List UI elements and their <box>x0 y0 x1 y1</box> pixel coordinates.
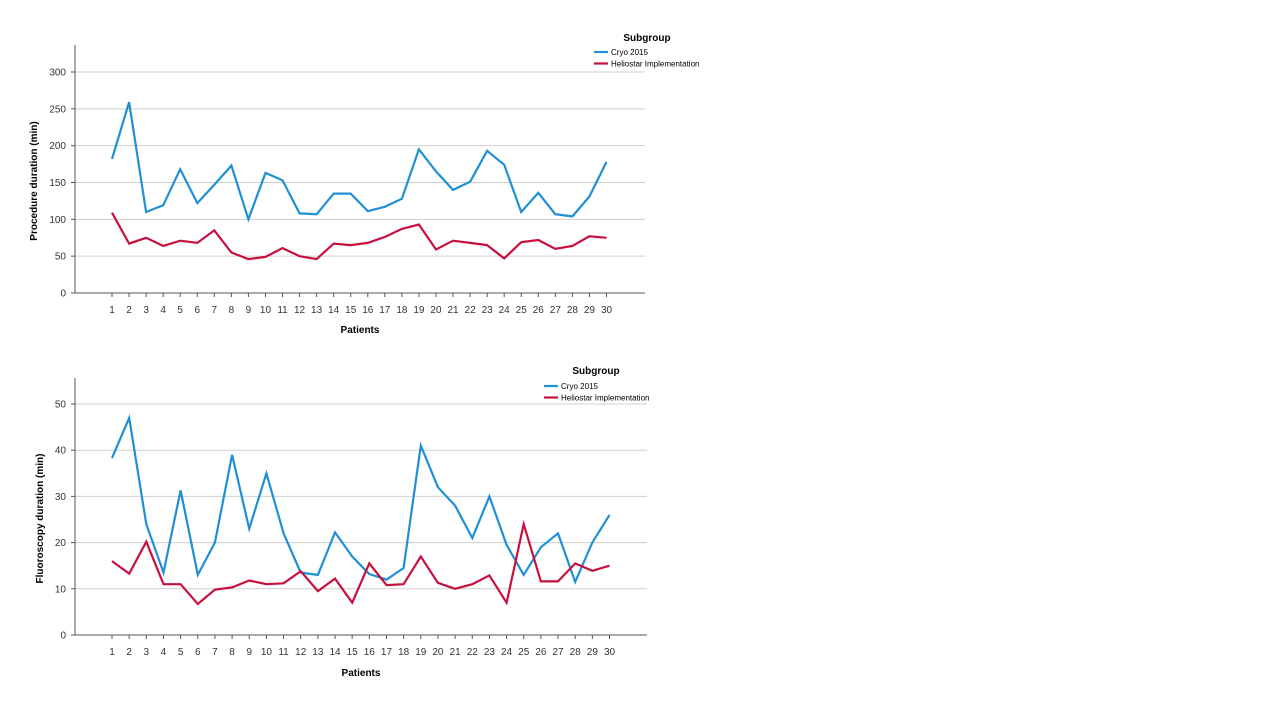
x-tick-label: 25 <box>518 647 530 658</box>
x-tick-label: 14 <box>329 647 341 658</box>
y-axis-title: Fluoroscopy duration (min) <box>35 454 46 584</box>
series-line-cryo-2015 <box>110 101 608 223</box>
x-tick-label: 7 <box>212 305 218 316</box>
series-line-heliostar-implementation <box>111 212 607 261</box>
x-tick-label: 28 <box>570 647 582 658</box>
x-tick-label: 21 <box>447 305 459 316</box>
x-tick-label: 8 <box>229 305 235 316</box>
x-tick-label: 21 <box>450 647 462 658</box>
x-axis-title: Patients <box>341 325 380 336</box>
x-tick-label: 5 <box>178 647 184 658</box>
x-tick-label: 5 <box>177 305 183 316</box>
legend-title: Subgroup <box>623 33 670 44</box>
x-tick-label: 22 <box>465 305 477 316</box>
x-tick-label: 30 <box>601 305 613 316</box>
x-tick-label: 29 <box>587 647 599 658</box>
x-tick-label: 24 <box>499 305 511 316</box>
x-tick-label: 20 <box>432 647 444 658</box>
y-tick-label: 250 <box>49 104 66 115</box>
x-tick-label: 18 <box>398 647 410 658</box>
y-axis-title: Procedure duration (min) <box>29 121 40 240</box>
x-tick-label: 3 <box>143 305 149 316</box>
y-tick-label: 20 <box>55 538 67 549</box>
legend-label: Cryo 2015 <box>561 382 598 391</box>
x-tick-label: 24 <box>501 647 513 658</box>
series-line-heliostar-implementation <box>111 519 610 606</box>
legend: Subgroup Cryo 2015 Heliostar Implementatio… <box>544 366 649 403</box>
x-tick-label: 30 <box>604 647 616 658</box>
x-tick-label: 13 <box>311 305 323 316</box>
y-tick-label: 40 <box>55 446 67 457</box>
legend-label: Cryo 2015 <box>611 48 648 57</box>
y-tick-label: 50 <box>55 252 67 263</box>
x-tick-label: 28 <box>567 305 579 316</box>
x-tick-label: 23 <box>484 647 496 658</box>
x-tick-label: 9 <box>246 647 252 658</box>
x-tick-label: 19 <box>415 647 427 658</box>
x-tick-label: 2 <box>126 647 132 658</box>
x-tick-label: 27 <box>552 647 564 658</box>
x-tick-label: 2 <box>126 305 132 316</box>
x-tick-label: 19 <box>413 305 425 316</box>
x-tick-label: 15 <box>345 305 357 316</box>
x-tick-label: 4 <box>161 647 167 658</box>
y-tick-label: 50 <box>55 400 67 411</box>
x-tick-label: 16 <box>364 647 376 658</box>
x-tick-label: 29 <box>584 305 596 316</box>
series-line-cryo-2015 <box>110 413 611 585</box>
x-tick-label: 23 <box>482 305 494 316</box>
x-tick-label: 12 <box>295 647 307 658</box>
x-tick-label: 10 <box>261 647 273 658</box>
legend-label: Heliostar Implementation <box>561 394 649 403</box>
x-tick-label: 1 <box>109 647 115 658</box>
x-tick-label: 8 <box>229 647 235 658</box>
x-tick-label: 16 <box>362 305 374 316</box>
y-tick-label: 30 <box>55 492 67 503</box>
x-tick-label: 27 <box>550 305 562 316</box>
x-tick-label: 12 <box>294 305 306 316</box>
x-tick-label: 1 <box>109 305 115 316</box>
x-tick-label: 7 <box>212 647 218 658</box>
x-tick-label: 25 <box>516 305 528 316</box>
legend: Subgroup Cryo 2015 Heliostar Implementatio… <box>594 33 699 69</box>
x-tick-label: 3 <box>144 647 150 658</box>
x-tick-label: 10 <box>260 305 272 316</box>
y-tick-label: 300 <box>49 68 66 79</box>
x-tick-label: 20 <box>430 305 442 316</box>
y-tick-label: 0 <box>60 289 66 300</box>
x-tick-label: 22 <box>467 647 479 658</box>
x-tick-label: 18 <box>396 305 408 316</box>
y-tick-label: 200 <box>49 141 66 152</box>
y-tick-label: 100 <box>49 215 66 226</box>
x-tick-label: 11 <box>277 305 288 316</box>
x-tick-label: 4 <box>160 305 166 316</box>
x-tick-label: 6 <box>194 305 200 316</box>
legend-title: Subgroup <box>572 366 619 377</box>
x-tick-label: 9 <box>246 305 252 316</box>
x-tick-label: 26 <box>535 647 547 658</box>
y-tick-label: 10 <box>55 584 67 595</box>
legend-label: Heliostar Implementation <box>611 60 699 69</box>
x-tick-label: 6 <box>195 647 201 658</box>
x-tick-label: 15 <box>347 647 359 658</box>
x-axis-title: Patients <box>342 668 381 679</box>
x-tick-label: 11 <box>278 647 289 658</box>
x-tick-label: 17 <box>381 647 393 658</box>
x-tick-label: 17 <box>379 305 391 316</box>
y-tick-label: 0 <box>60 631 66 642</box>
x-tick-label: 26 <box>533 305 545 316</box>
x-tick-label: 13 <box>312 647 324 658</box>
x-tick-label: 14 <box>328 305 340 316</box>
y-tick-label: 150 <box>49 178 66 189</box>
